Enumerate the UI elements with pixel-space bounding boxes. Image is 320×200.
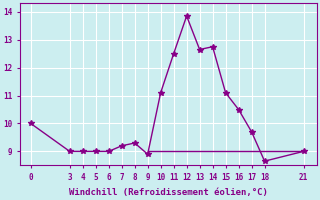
X-axis label: Windchill (Refroidissement éolien,°C): Windchill (Refroidissement éolien,°C) (69, 188, 268, 197)
